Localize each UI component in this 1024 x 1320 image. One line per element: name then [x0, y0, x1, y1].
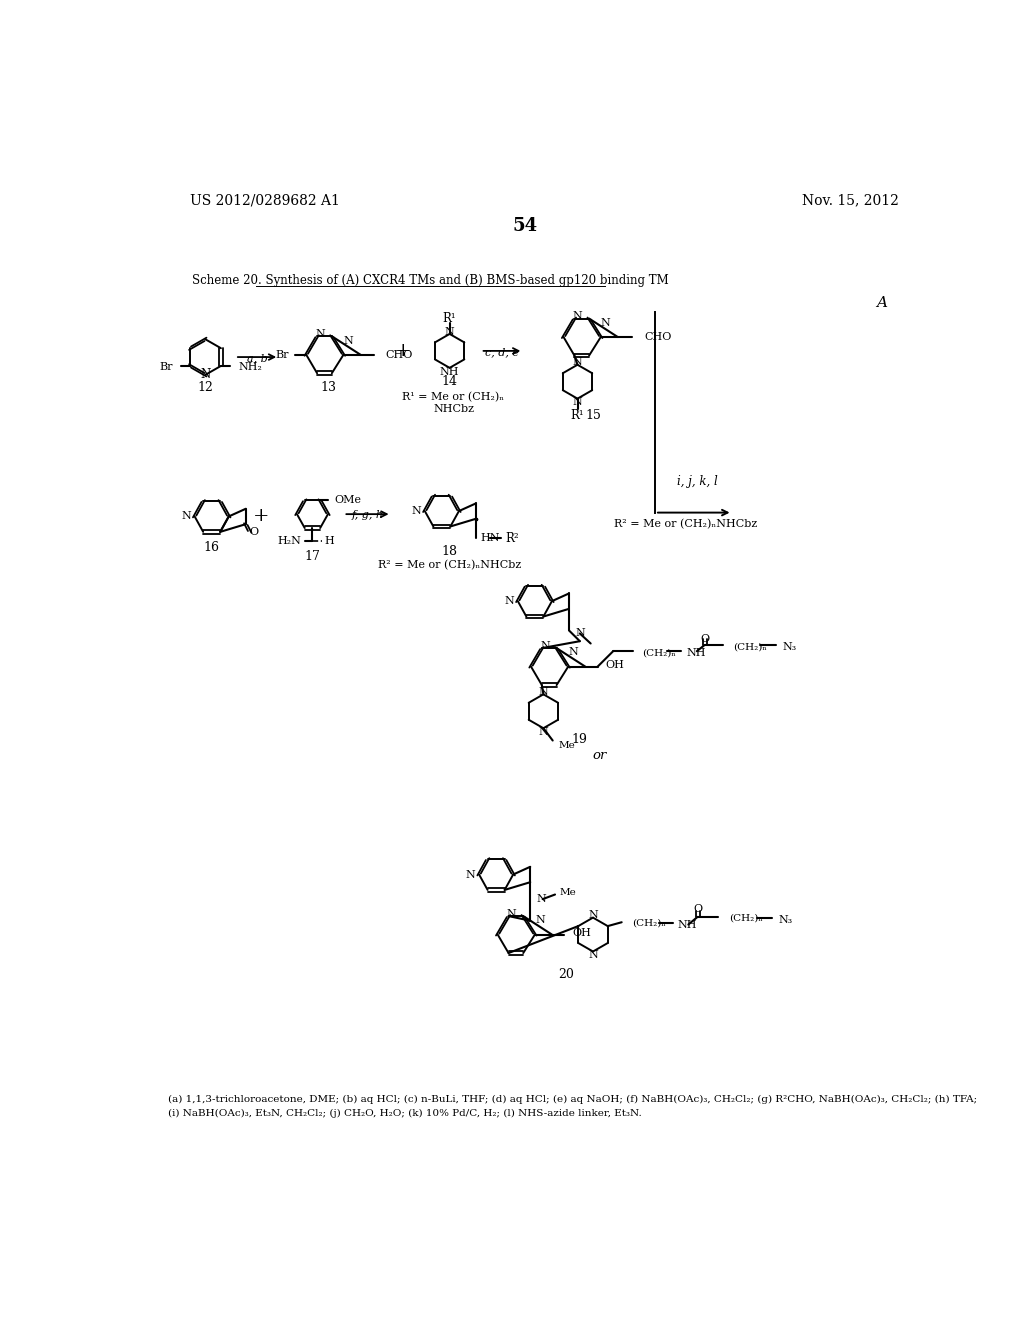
Text: 16: 16: [204, 541, 220, 554]
Text: OH: OH: [605, 660, 625, 671]
Text: N: N: [344, 335, 353, 346]
Text: N: N: [444, 326, 455, 337]
Text: N: N: [539, 727, 548, 737]
Text: N: N: [588, 950, 598, 961]
Text: R¹: R¹: [442, 312, 457, 325]
Text: N: N: [412, 506, 421, 516]
Text: N₃: N₃: [782, 642, 797, 652]
Text: US 2012/0289682 A1: US 2012/0289682 A1: [190, 194, 340, 207]
Text: N: N: [588, 911, 598, 920]
Text: N: N: [539, 686, 548, 697]
Text: N: N: [572, 397, 583, 408]
Text: N: N: [601, 318, 610, 329]
Text: 20: 20: [558, 968, 573, 981]
Text: O: O: [700, 634, 710, 644]
Text: NH: NH: [678, 920, 697, 929]
Text: N: N: [568, 647, 579, 657]
Text: 14: 14: [441, 375, 458, 388]
Text: NH₂: NH₂: [238, 363, 262, 372]
Text: +: +: [395, 342, 412, 360]
Text: H₂N: H₂N: [278, 536, 302, 546]
Text: Br: Br: [275, 350, 289, 360]
Text: R² = Me or (CH₂)ₙNHCbz: R² = Me or (CH₂)ₙNHCbz: [614, 519, 758, 529]
Text: N: N: [507, 908, 516, 919]
Text: i, j, k, l: i, j, k, l: [677, 475, 718, 488]
Text: A: A: [876, 296, 887, 310]
Text: NHCbz: NHCbz: [433, 404, 474, 414]
Text: Me: Me: [560, 888, 577, 898]
Text: 54: 54: [512, 218, 538, 235]
Text: Nov. 15, 2012: Nov. 15, 2012: [802, 194, 899, 207]
Text: (CH₂)ₙ: (CH₂)ₙ: [643, 648, 676, 657]
Text: N₃: N₃: [778, 915, 793, 925]
Text: 13: 13: [319, 380, 336, 393]
Text: N: N: [572, 312, 583, 321]
Text: N: N: [466, 870, 475, 879]
Text: O: O: [249, 527, 258, 537]
Text: N: N: [572, 358, 583, 367]
Text: N: N: [201, 368, 211, 381]
Text: OH: OH: [572, 928, 591, 939]
Text: a, b: a, b: [247, 354, 267, 363]
Text: or: or: [592, 748, 606, 762]
Text: R¹: R¹: [570, 409, 585, 422]
Text: R²: R²: [506, 532, 519, 545]
Text: N: N: [537, 894, 546, 904]
Text: N: N: [181, 511, 190, 521]
Text: H: H: [325, 536, 335, 546]
Text: c, d, e: c, d, e: [485, 347, 519, 358]
Text: CHO: CHO: [644, 333, 672, 342]
Text: (a) 1,1,3-trichloroacetone, DME; (b) aq HCl; (c) n-BuLi, THF; (d) aq HCl; (e) aq: (a) 1,1,3-trichloroacetone, DME; (b) aq …: [168, 1094, 978, 1104]
Text: N: N: [315, 329, 325, 339]
Text: NH: NH: [687, 648, 707, 657]
Text: N: N: [535, 915, 545, 925]
Text: Br: Br: [160, 363, 173, 372]
Text: R² = Me or (CH₂)ₙNHCbz: R² = Me or (CH₂)ₙNHCbz: [378, 560, 521, 570]
Text: 12: 12: [198, 381, 213, 395]
Text: 17: 17: [304, 550, 321, 564]
Text: 15: 15: [585, 409, 601, 422]
Text: N: N: [504, 597, 514, 606]
Text: +: +: [253, 507, 269, 525]
Text: (i) NaBH(OAc)₃, Et₃N, CH₂Cl₂; (j) CH₂O, H₂O; (k) 10% Pd/C, H₂; (l) NHS-azide lin: (i) NaBH(OAc)₃, Et₃N, CH₂Cl₂; (j) CH₂O, …: [168, 1109, 642, 1118]
Text: Scheme 20. Synthesis of (A) CXCR4 TMs and (B) BMS-based gp120 binding TM: Scheme 20. Synthesis of (A) CXCR4 TMs an…: [191, 273, 669, 286]
Text: (CH₂)ₙ: (CH₂)ₙ: [729, 913, 763, 923]
Text: R¹ = Me or (CH₂)ₙ: R¹ = Me or (CH₂)ₙ: [402, 392, 505, 403]
Text: 18: 18: [441, 545, 458, 557]
Text: O: O: [693, 904, 702, 915]
Text: N: N: [540, 640, 550, 651]
Text: Me: Me: [559, 741, 575, 750]
Text: N: N: [575, 628, 585, 639]
Text: CHO: CHO: [385, 350, 413, 360]
Text: (CH₂)ₙ: (CH₂)ₙ: [633, 919, 667, 928]
Text: NH: NH: [440, 367, 460, 376]
Text: f, g, h: f, g, h: [351, 511, 383, 520]
Text: 19: 19: [571, 733, 588, 746]
Text: HN: HN: [480, 533, 500, 543]
Text: (CH₂)ₙ: (CH₂)ₙ: [733, 642, 767, 651]
Text: OMe: OMe: [334, 495, 361, 506]
